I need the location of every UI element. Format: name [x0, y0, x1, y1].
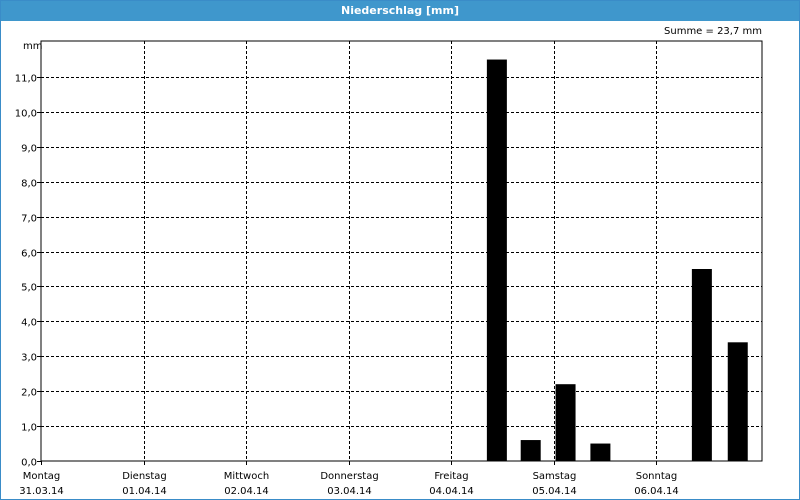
- x-tick-date: 06.04.14: [634, 486, 679, 497]
- y-tick-label: 5,0: [21, 283, 37, 294]
- y-axis-unit-label: mm: [23, 41, 43, 52]
- x-tick-weekday: Mittwoch: [224, 471, 269, 482]
- y-tick-label: 3,0: [21, 353, 37, 364]
- plot-area-border: [40, 40, 763, 462]
- y-tick-label: 10,0: [15, 109, 37, 120]
- y-tick-label: 9,0: [21, 144, 37, 155]
- x-tick-date: 03.04.14: [327, 486, 372, 497]
- x-tick-date: 01.04.14: [122, 486, 167, 497]
- x-tick-weekday: Donnerstag: [320, 471, 378, 482]
- precipitation-bar: [555, 384, 576, 461]
- precipitation-bar: [486, 59, 507, 461]
- x-tick-weekday: Sonntag: [636, 471, 678, 482]
- x-tick-date: 05.04.14: [532, 486, 577, 497]
- y-tick-label: 0,0: [21, 458, 37, 469]
- precipitation-bar: [520, 440, 541, 461]
- x-tick-weekday: Freitag: [434, 471, 468, 482]
- precipitation-bar: [691, 269, 712, 461]
- precipitation-bar: [590, 443, 611, 461]
- total-sum-label: Summe = 23,7 mm: [664, 26, 762, 37]
- x-tick-date: 31.03.14: [19, 486, 64, 497]
- x-tick-weekday: Dienstag: [122, 471, 167, 482]
- y-tick-label: 4,0: [21, 318, 37, 329]
- y-tick-label: 6,0: [21, 249, 37, 260]
- precipitation-bar: [727, 342, 748, 461]
- y-tick-label: 1,0: [21, 423, 37, 434]
- y-tick-label: 7,0: [21, 214, 37, 225]
- x-tick-date: 04.04.14: [429, 486, 474, 497]
- chart-title: Niederschlag [mm]: [1, 1, 799, 21]
- x-tick-date: 02.04.14: [224, 486, 269, 497]
- y-tick-label: 2,0: [21, 388, 37, 399]
- y-tick-label: 8,0: [21, 179, 37, 190]
- x-tick-weekday: Montag: [23, 471, 60, 482]
- x-tick-weekday: Samstag: [533, 471, 577, 482]
- y-tick-label: 11,0: [15, 74, 37, 85]
